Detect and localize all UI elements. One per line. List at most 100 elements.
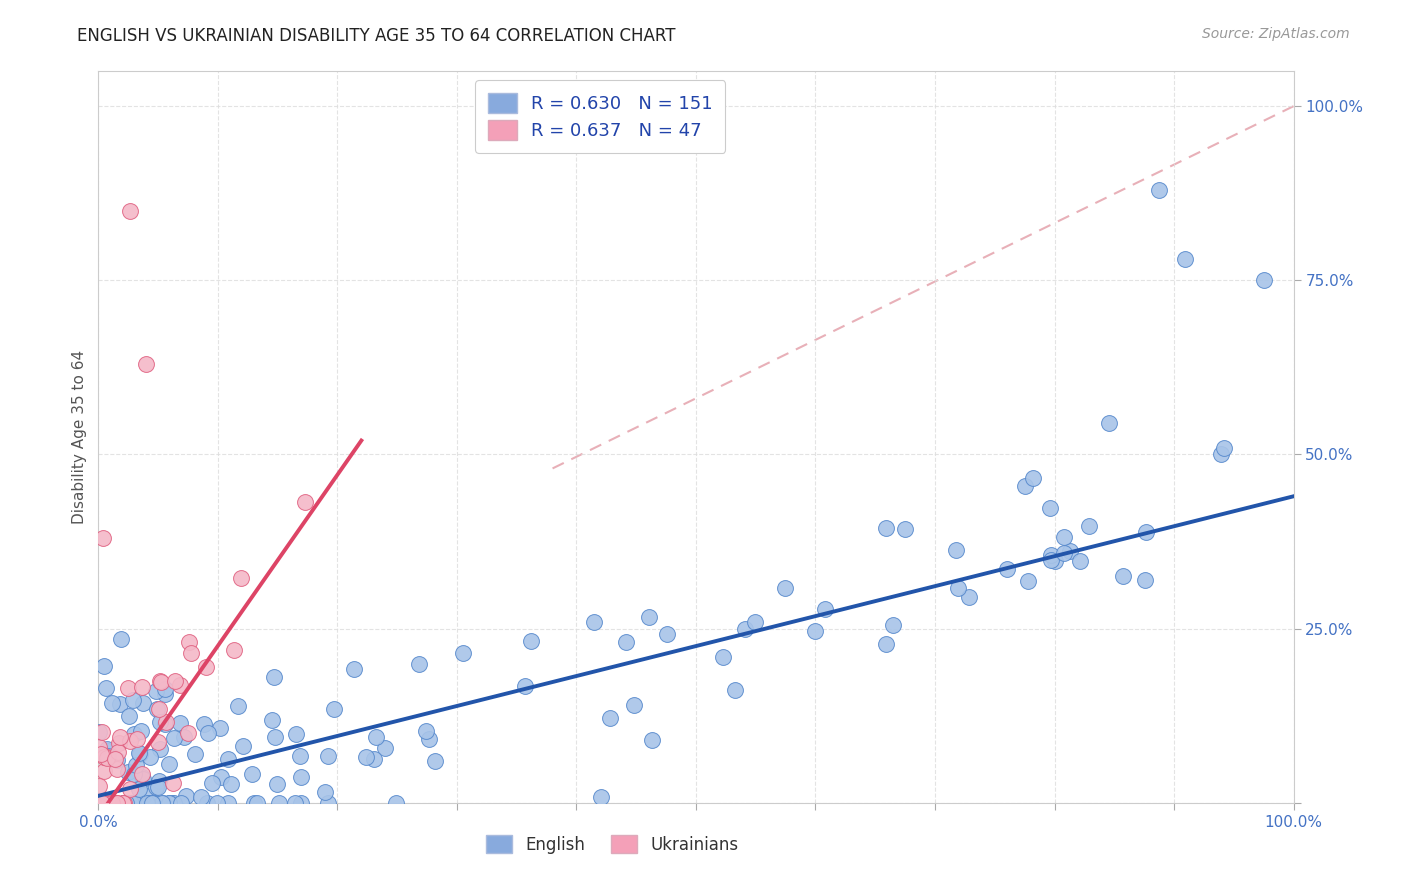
Point bbox=[655, 626, 678, 640]
Point bbox=[589, 789, 612, 804]
Point bbox=[129, 723, 152, 738]
Point bbox=[163, 796, 186, 810]
Point bbox=[418, 731, 440, 746]
Point bbox=[125, 731, 148, 746]
Point bbox=[89, 779, 111, 793]
Point bbox=[1059, 544, 1081, 558]
Point bbox=[149, 742, 172, 756]
Point bbox=[408, 657, 430, 671]
Point bbox=[744, 615, 766, 630]
Point bbox=[132, 696, 155, 710]
Point bbox=[1043, 554, 1066, 568]
Point bbox=[89, 796, 111, 810]
Point bbox=[957, 591, 980, 605]
Point bbox=[323, 702, 346, 716]
Point bbox=[583, 615, 606, 630]
Point bbox=[1133, 573, 1156, 587]
Point bbox=[90, 747, 112, 762]
Point bbox=[157, 796, 180, 810]
Point bbox=[114, 796, 136, 810]
Point bbox=[125, 758, 148, 772]
Point bbox=[146, 735, 169, 749]
Point bbox=[875, 637, 897, 651]
Point bbox=[148, 773, 170, 788]
Point bbox=[995, 562, 1018, 576]
Point bbox=[94, 681, 117, 695]
Point bbox=[97, 796, 120, 810]
Point bbox=[93, 796, 115, 810]
Point bbox=[107, 753, 129, 767]
Point bbox=[148, 714, 170, 729]
Point bbox=[711, 650, 734, 665]
Point bbox=[1053, 530, 1076, 544]
Point bbox=[894, 522, 917, 536]
Point bbox=[1098, 417, 1121, 431]
Point bbox=[1147, 183, 1170, 197]
Point bbox=[124, 796, 146, 810]
Point bbox=[262, 713, 284, 727]
Point bbox=[1253, 273, 1275, 287]
Point bbox=[93, 750, 115, 764]
Point bbox=[112, 796, 135, 810]
Point bbox=[120, 796, 142, 810]
Point bbox=[153, 687, 176, 701]
Point bbox=[91, 531, 114, 545]
Point bbox=[122, 766, 145, 780]
Point bbox=[96, 742, 118, 756]
Point bbox=[229, 571, 252, 585]
Point bbox=[117, 681, 139, 695]
Point bbox=[228, 699, 250, 714]
Text: ENGLISH VS UKRAINIAN DISABILITY AGE 35 TO 64 CORRELATION CHART: ENGLISH VS UKRAINIAN DISABILITY AGE 35 T… bbox=[77, 27, 676, 45]
Point bbox=[131, 771, 153, 785]
Point bbox=[284, 796, 307, 810]
Point bbox=[1039, 553, 1062, 567]
Point bbox=[169, 678, 191, 692]
Point bbox=[111, 796, 134, 810]
Point bbox=[141, 796, 163, 810]
Point bbox=[1022, 471, 1045, 485]
Point bbox=[290, 770, 312, 784]
Point bbox=[96, 751, 118, 765]
Point bbox=[194, 660, 217, 674]
Point bbox=[93, 764, 115, 778]
Point bbox=[246, 796, 269, 810]
Point bbox=[90, 796, 112, 810]
Point bbox=[118, 709, 141, 723]
Point bbox=[814, 602, 837, 616]
Point bbox=[232, 739, 254, 754]
Point bbox=[159, 756, 181, 771]
Point bbox=[112, 796, 135, 810]
Point bbox=[105, 796, 128, 810]
Point bbox=[374, 741, 396, 756]
Point bbox=[90, 725, 112, 739]
Point bbox=[97, 749, 120, 764]
Point bbox=[148, 702, 170, 716]
Point bbox=[108, 730, 131, 744]
Point bbox=[290, 796, 312, 810]
Point bbox=[128, 746, 150, 760]
Point bbox=[219, 776, 242, 790]
Point bbox=[138, 750, 160, 764]
Point bbox=[515, 679, 537, 693]
Point bbox=[875, 521, 897, 535]
Point bbox=[1014, 479, 1036, 493]
Point bbox=[141, 796, 163, 810]
Point bbox=[157, 796, 180, 810]
Point bbox=[94, 796, 117, 810]
Point bbox=[945, 542, 967, 557]
Point bbox=[1077, 519, 1099, 533]
Point bbox=[153, 717, 176, 731]
Point bbox=[101, 696, 124, 710]
Point bbox=[734, 622, 756, 636]
Point bbox=[146, 702, 169, 716]
Point bbox=[266, 777, 288, 791]
Point bbox=[90, 796, 112, 810]
Point bbox=[118, 734, 141, 748]
Point bbox=[614, 635, 637, 649]
Point bbox=[110, 697, 132, 711]
Point bbox=[150, 674, 173, 689]
Point bbox=[415, 724, 437, 739]
Point bbox=[149, 674, 172, 689]
Point bbox=[129, 747, 152, 762]
Point bbox=[134, 789, 156, 803]
